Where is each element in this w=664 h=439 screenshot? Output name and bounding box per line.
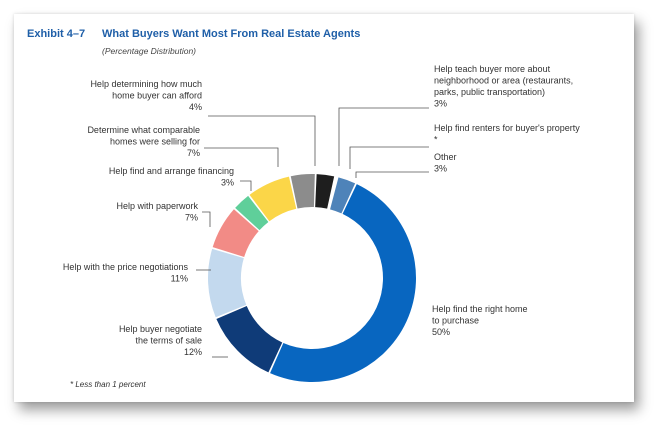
slice-label-line: Help with the price negotiations — [63, 262, 189, 272]
leader-line-6 — [208, 115, 316, 166]
slice-label-line: to purchase — [432, 316, 479, 326]
slice-label-line: Help with paperwork — [116, 201, 198, 211]
footnote: * Less than 1 percent — [70, 380, 146, 389]
slice-value-label: 7% — [187, 148, 200, 158]
slice-value-label: 3% — [221, 178, 234, 188]
donut-slice-1 — [216, 305, 283, 373]
slice-label-3: Help with paperwork 7% — [116, 201, 198, 223]
slice-value-label: 3% — [434, 164, 447, 174]
leader-line-5 — [204, 147, 279, 167]
slice-value-label: 12% — [184, 347, 202, 357]
donut-slice-9 — [330, 177, 356, 214]
leader-line-8 — [349, 146, 429, 169]
slice-label-line: parks, public transportation) — [434, 87, 545, 97]
donut-slice-5 — [249, 176, 297, 222]
leader-line-7 — [338, 107, 429, 166]
slice-label-line: Help teach buyer more about — [434, 64, 551, 74]
slice-label-line: Determine what comparable — [87, 125, 200, 135]
slice-value-label: 11% — [171, 274, 188, 284]
slice-label-line: Help find and arrange financing — [109, 166, 234, 176]
donut-chart: Help find the right home to purchase 50%He… — [63, 64, 580, 382]
slice-label-line: homes were selling for — [110, 137, 200, 147]
slice-label-line: home buyer can afford — [112, 91, 202, 101]
leader-line-3 — [202, 211, 211, 227]
slice-label-2: Help with the price negotiations 11% — [63, 262, 189, 284]
slice-label-line: neighborhood or area (restaurants, — [434, 76, 573, 86]
donut-slice-0 — [270, 184, 416, 382]
exhibit-label: Exhibit 4–7 — [27, 28, 86, 40]
donut-slice-3 — [212, 209, 259, 257]
slice-label-line: Other — [434, 152, 457, 162]
slice-value-label: * — [434, 135, 438, 145]
slice-value-label: 4% — [189, 102, 202, 112]
chart-title: What Buyers Want Most From Real Estate A… — [102, 28, 361, 40]
slice-label-line: Help find renters for buyer's property — [434, 123, 580, 133]
slice-label-9: Other 3% — [434, 152, 457, 174]
leader-line-9 — [355, 171, 429, 178]
slice-value-label: 7% — [185, 213, 198, 223]
slice-label-1: Help buyer negotiate the terms of sale 12% — [119, 324, 202, 357]
slice-label-6: Help determining how much home buyer can … — [90, 79, 202, 112]
exhibit-card: Exhibit 4–7 What Buyers Want Most From R… — [14, 14, 634, 402]
donut-slice-6 — [290, 174, 315, 209]
donut-slice-4 — [235, 195, 269, 231]
slice-label-5: Determine what comparable homes were sell… — [87, 125, 200, 158]
donut-slice-7 — [315, 174, 335, 209]
slice-label-line: the terms of sale — [135, 336, 202, 346]
donut-slice-2 — [208, 248, 247, 318]
slice-value-label: 3% — [434, 99, 447, 109]
leader-line-4 — [240, 180, 252, 191]
slice-label-line: Help find the right home — [432, 304, 528, 314]
slice-label-8: Help find renters for buyer's property * — [434, 123, 580, 145]
slice-label-7: Help teach buyer more about neighborhood … — [434, 64, 573, 109]
slice-value-label: 50% — [432, 327, 450, 337]
slice-label-4: Help find and arrange financing 3% — [109, 166, 234, 188]
chart-subtitle: (Percentage Distribution) — [102, 46, 197, 56]
slice-label-line: Help buyer negotiate — [119, 324, 202, 334]
slice-label-0: Help find the right home to purchase 50% — [432, 304, 528, 337]
slice-label-line: Help determining how much — [90, 79, 202, 89]
